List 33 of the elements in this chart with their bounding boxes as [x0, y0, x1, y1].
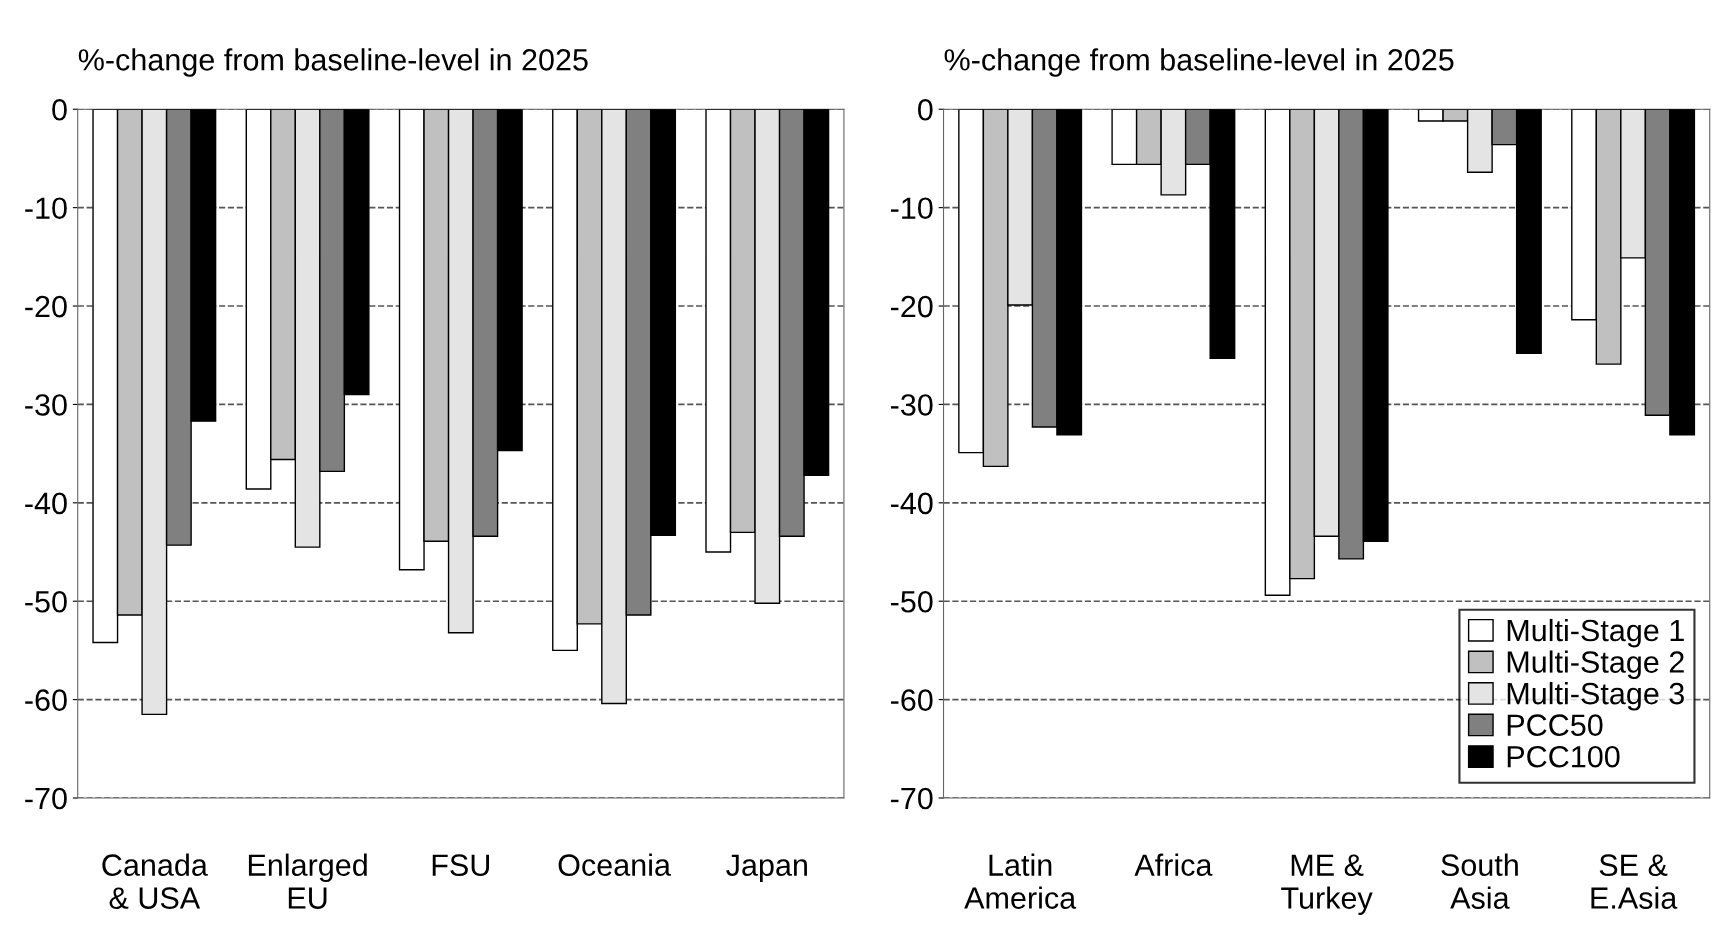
- legend-label: PCC50: [1507, 714, 1603, 736]
- x-tick-label: Japan: [726, 854, 807, 883]
- y-tick-label: -20: [891, 295, 933, 318]
- x-tick-label: FSU: [432, 854, 490, 876]
- y-tick-label: 0: [52, 98, 67, 121]
- chart-title: %-change from baseline-level in 2025: [78, 48, 588, 77]
- y-tick-label: -60: [25, 689, 67, 711]
- y-tick-label: -70: [891, 787, 933, 810]
- y-tick-label: -20: [25, 295, 67, 318]
- y-tick-label: -30: [891, 394, 933, 416]
- y-tick-label: -10: [891, 197, 933, 220]
- y-tick-label: -50: [891, 590, 933, 613]
- x-tick-label: Canada & USA: [102, 853, 208, 909]
- legend-label: Multi-Stage 1: [1507, 618, 1684, 648]
- y-tick-label: -50: [25, 590, 67, 613]
- y-tick-label: -10: [25, 197, 67, 220]
- legend-label: Multi-Stage 2: [1507, 650, 1684, 679]
- y-tick-label: -40: [891, 492, 933, 515]
- x-tick-label: Africa: [1134, 853, 1213, 876]
- x-tick-label: SE & E.Asia: [1591, 854, 1678, 909]
- x-tick-label: Enlarged EU: [248, 853, 367, 909]
- chart-title: %-change from baseline-level in 2025: [944, 48, 1454, 77]
- y-tick-label: -30: [25, 394, 67, 416]
- y-tick-label: -60: [891, 689, 933, 711]
- x-tick-label: Latin America: [964, 853, 1077, 909]
- legend-label: PCC100: [1507, 745, 1620, 768]
- y-tick-label: 0: [918, 98, 933, 121]
- legend-label: Multi-Stage 3: [1507, 681, 1684, 711]
- x-tick-label: South Asia: [1441, 853, 1518, 909]
- y-tick-label: -70: [25, 787, 67, 810]
- x-tick-label: ME & Turkey: [1281, 854, 1373, 915]
- y-tick-label: -40: [25, 492, 67, 515]
- x-tick-label: Oceania: [558, 853, 671, 876]
